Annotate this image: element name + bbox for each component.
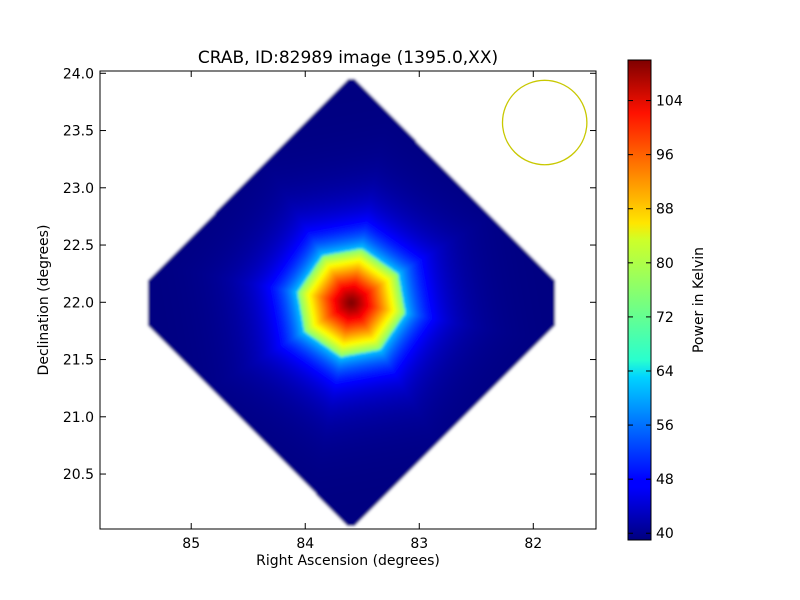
colorbar-label: Power in Kelvin (691, 247, 707, 353)
colorbar-tick-label: 56 (656, 418, 674, 434)
y-tick-label: 24.0 (63, 66, 94, 82)
heatmap-image (100, 71, 596, 529)
colorbar-tick-label: 80 (656, 256, 674, 272)
colorbar-tick-label: 40 (656, 526, 674, 542)
y-tick-label: 22.0 (63, 295, 94, 311)
beam-circle (501, 79, 588, 166)
chart-title: CRAB, ID:82989 image (1395.0,XX) (198, 48, 498, 68)
colorbar (627, 59, 652, 541)
plot-frame (99, 70, 597, 530)
y-tick-label: 21.0 (63, 410, 94, 426)
colorbar-tick-label: 48 (656, 472, 674, 488)
y-tick-label: 21.5 (63, 353, 94, 369)
colorbar-tick-label: 96 (656, 148, 674, 164)
x-axis: 85 84 83 82 (182, 71, 542, 552)
y-tick-label: 23.0 (63, 181, 94, 197)
x-axis-label: Right Ascension (degrees) (256, 553, 440, 569)
colorbar-tick-label: 104 (656, 94, 683, 110)
x-tick-label: 82 (524, 536, 542, 552)
y-tick-label: 22.5 (63, 238, 94, 254)
x-tick-label: 85 (182, 536, 200, 552)
colorbar-tick-label: 88 (656, 202, 674, 218)
y-tick-label: 20.5 (63, 467, 94, 483)
colorbar-axis: 40 48 56 64 72 80 88 96 104 (628, 94, 683, 542)
y-axis-label: Declination (degrees) (36, 225, 52, 376)
y-tick-label: 23.5 (63, 124, 94, 140)
x-tick-label: 84 (296, 536, 314, 552)
y-axis: 20.5 21.0 21.5 22.0 22.5 23.0 23.5 24.0 (63, 66, 596, 483)
colorbar-tick-label: 64 (656, 364, 674, 380)
colorbar-tick-label: 72 (656, 310, 674, 326)
plot-area (100, 71, 596, 529)
x-tick-label: 83 (410, 536, 428, 552)
